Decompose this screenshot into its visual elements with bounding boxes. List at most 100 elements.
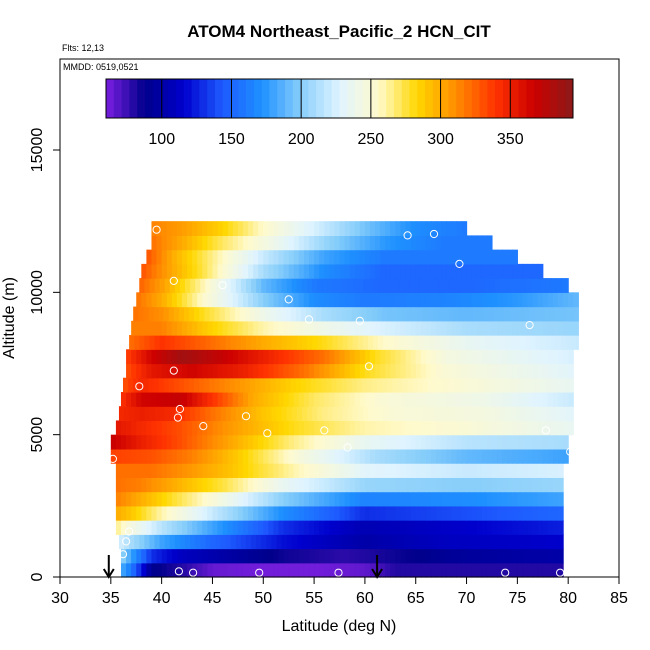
heatmap-cell [398, 406, 405, 422]
heatmap-cell [547, 477, 554, 493]
heatmap-cell [446, 263, 452, 279]
heatmap-cell [466, 434, 473, 450]
colorbar-step [316, 79, 325, 118]
heatmap-cell [502, 434, 508, 450]
heatmap-cell [202, 349, 208, 365]
heatmap-cell [390, 320, 396, 336]
heatmap-cell [324, 463, 330, 478]
heatmap-cell [176, 263, 183, 279]
heatmap-cell [542, 520, 549, 535]
heatmap-cell [202, 235, 208, 251]
heatmap-cell [359, 477, 366, 493]
heatmap-cell [446, 249, 452, 265]
heatmap-cell [329, 477, 336, 493]
heatmap-cell [535, 278, 542, 293]
heatmap-cell [176, 363, 183, 379]
heatmap-cell [339, 548, 346, 564]
heatmap-cell [436, 320, 442, 336]
heatmap-cell [227, 434, 234, 450]
heatmap-cell [439, 335, 445, 350]
heatmap-cell [309, 292, 315, 308]
sample-point [108, 454, 118, 463]
heatmap-cell [425, 562, 432, 578]
heatmap-cell [380, 477, 386, 493]
heatmap-cell [248, 434, 254, 450]
heatmap-cell [298, 491, 305, 507]
heatmap-cell [486, 320, 493, 336]
sample-point [566, 447, 575, 456]
heatmap-cell [136, 292, 142, 308]
heatmap-cell [200, 534, 206, 550]
heatmap-cell [227, 477, 234, 493]
heatmap-cell [410, 520, 417, 535]
heatmap-cell [273, 562, 280, 578]
heatmap-cell [237, 292, 244, 308]
heatmap-cell [369, 505, 376, 521]
sample-point [169, 276, 178, 285]
heatmap-cell [187, 292, 193, 308]
heatmap-cell [161, 292, 168, 308]
heatmap-cell [237, 434, 244, 450]
heatmap-cell [263, 263, 269, 279]
heatmap-cell [510, 278, 516, 293]
heatmap-cell [430, 263, 437, 279]
heatmap-cell [527, 448, 534, 464]
heatmap-cell [124, 406, 130, 422]
heatmap-cell [207, 235, 214, 251]
heatmap-cell [400, 263, 407, 279]
heatmap-cell [265, 306, 271, 322]
heatmap-cell [298, 320, 305, 336]
heatmap-cell [309, 420, 315, 436]
heatmap-cell [375, 292, 381, 308]
heatmap-cell [545, 335, 552, 350]
colorbar-tick-label: 200 [288, 131, 315, 148]
heatmap-cell [520, 534, 527, 550]
heatmap-cell [359, 221, 366, 236]
heatmap-cell [471, 249, 478, 265]
heatmap-cell [456, 448, 463, 464]
heatmap-cell [273, 448, 280, 464]
heatmap-cell [364, 548, 371, 564]
heatmap-cell [380, 221, 386, 236]
heatmap-cell [258, 448, 264, 464]
heatmap-cell [354, 235, 361, 251]
heatmap-cell [248, 320, 254, 336]
heatmap-cell [276, 406, 283, 422]
heatmap-cell [239, 306, 246, 322]
heatmap-cell [317, 534, 323, 550]
heatmap-cell [380, 349, 386, 365]
heatmap-cell [268, 505, 275, 521]
heatmap-cell [164, 335, 171, 350]
heatmap-cell [344, 448, 351, 464]
heatmap-cell [146, 520, 153, 535]
heatmap-cell [303, 263, 310, 279]
colorbar-tick-label: 100 [148, 131, 175, 148]
heatmap-cell [346, 377, 353, 393]
heatmap-cell [412, 377, 419, 393]
heatmap-cell [385, 320, 391, 336]
heatmap-cell [410, 249, 417, 265]
heatmap-cell [217, 520, 224, 535]
heatmap-cell [192, 349, 198, 365]
heatmap-cell [237, 263, 244, 279]
heatmap-cell [245, 335, 252, 350]
heatmap-cell [329, 221, 336, 236]
heatmap-cell [369, 420, 376, 436]
heatmap-cell [524, 306, 531, 322]
heatmap-cell [237, 363, 244, 379]
heatmap-cell [369, 249, 376, 265]
heatmap-cell [359, 448, 366, 464]
heatmap-cell [420, 548, 427, 564]
colorbar-step [253, 79, 263, 118]
heatmap-cell [446, 477, 452, 493]
heatmap-cell [192, 391, 198, 407]
heatmap-cell [491, 349, 498, 365]
heatmap-cell [344, 520, 351, 535]
heatmap-cell [554, 377, 561, 393]
heatmap-cell [329, 391, 336, 407]
heatmap-cell [456, 491, 463, 507]
heatmap-cell [309, 249, 315, 265]
heatmap-cell [515, 534, 522, 550]
heatmap-cell [542, 349, 549, 365]
heatmap-cell [436, 463, 442, 478]
